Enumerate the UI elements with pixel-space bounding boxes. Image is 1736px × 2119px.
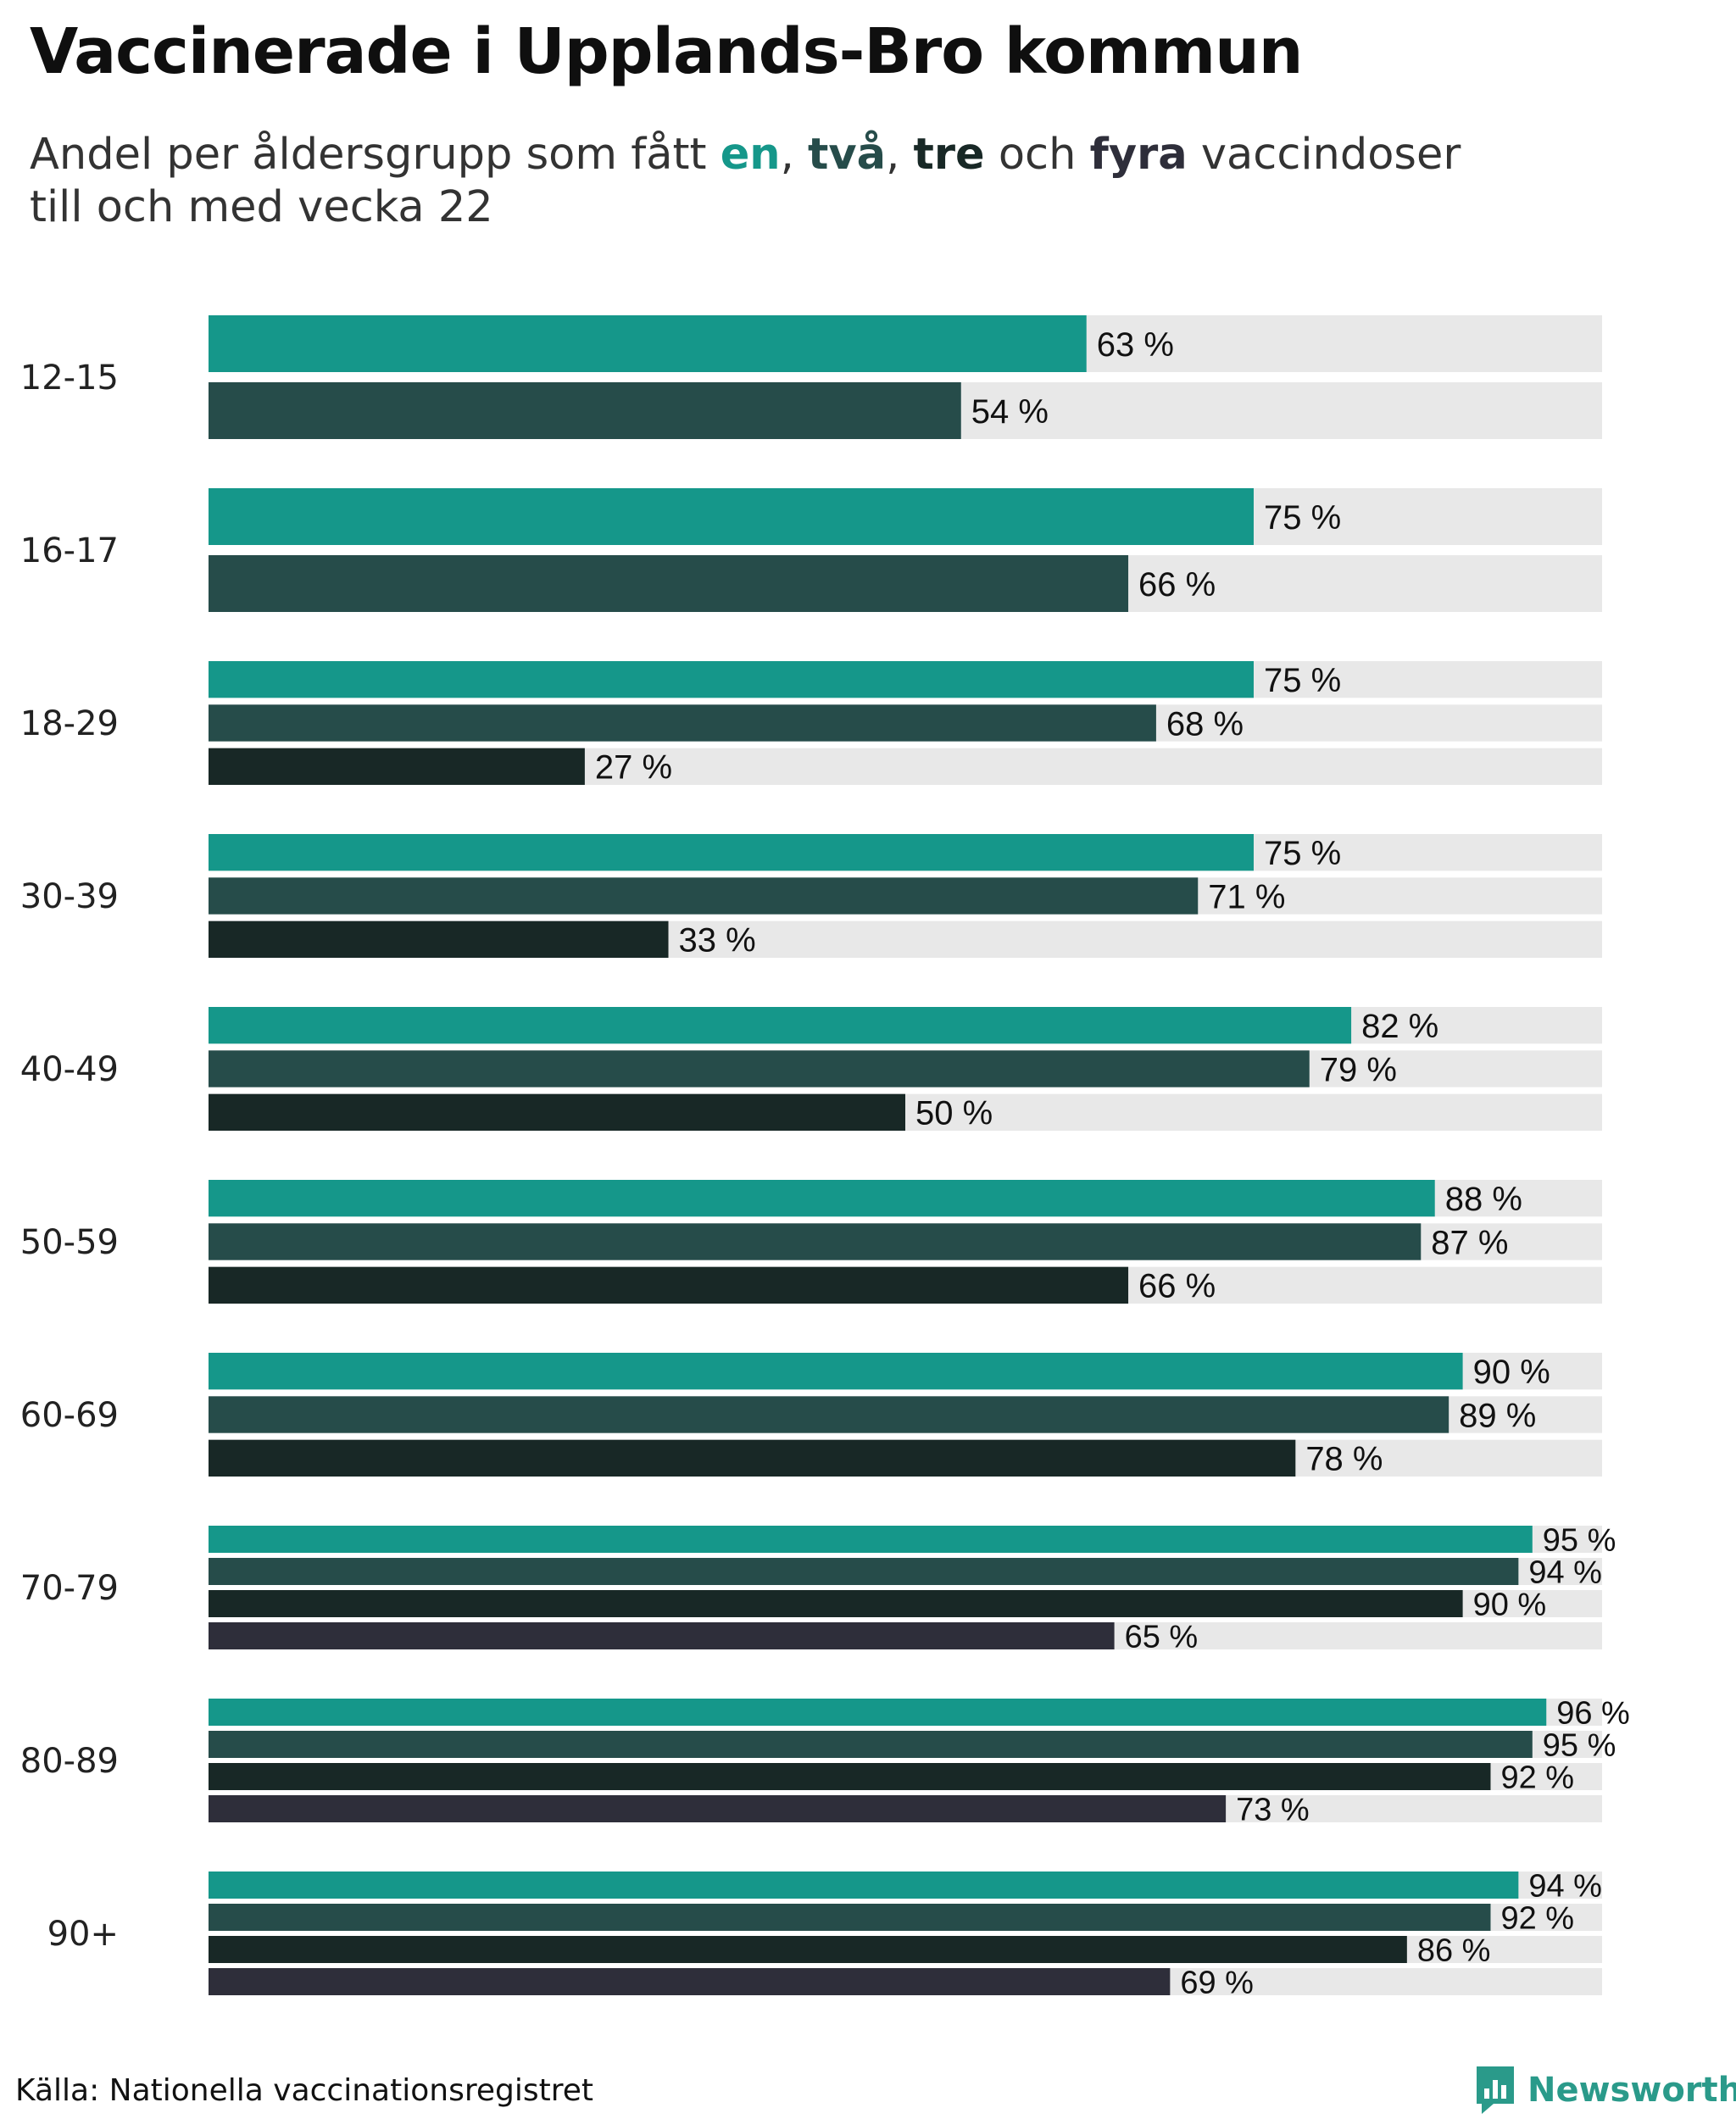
data-label: 94 % [1528,1555,1602,1591]
category-label: 40-49 [20,1050,119,1089]
data-label: 87 % [1431,1224,1508,1261]
subtitle-sep3: och [984,130,1090,180]
subtitle-line2: till och med vecka 22 [30,182,493,232]
category-label: 90+ [47,1915,119,1954]
data-label: 50 % [915,1095,993,1132]
subtitle-sep1: , [780,130,809,180]
data-label: 71 % [1208,878,1285,915]
data-label: 63 % [1097,326,1174,364]
data-label: 75 % [1264,499,1341,537]
bar-två [209,1050,1310,1087]
bar-tre [209,920,669,958]
data-label: 86 % [1417,1933,1491,1969]
category-label: 60-69 [20,1396,119,1435]
bar-två [209,1731,1533,1758]
data-label: 88 % [1445,1181,1522,1218]
chart-subtitle: Andel per åldersgrupp som fått en, två, … [30,129,1555,234]
bar-tre [209,1093,905,1131]
bar-en [209,661,1254,698]
subtitle-suffix: vaccindoser [1187,130,1461,180]
bar-en [209,1872,1519,1899]
newsworthy-logo-icon [1477,2066,1514,2114]
data-label: 66 % [1138,1268,1216,1305]
data-label: 33 % [679,922,756,959]
data-label: 95 % [1543,1728,1616,1764]
category-label: 80-89 [20,1742,119,1781]
data-label: 78 % [1305,1441,1383,1478]
data-label: 54 % [971,393,1049,431]
category-label: 30-39 [20,877,119,916]
data-label: 92 % [1500,1760,1574,1796]
category-label: 50-59 [20,1223,119,1262]
chart-title: Vaccinerade i Upplands-Bro kommun [30,15,1303,88]
subtitle-prefix: Andel per åldersgrupp som fått [30,130,721,180]
bar-fyra [209,1968,1171,1995]
bar-en [209,1699,1547,1726]
bar-två [209,704,1156,742]
bar-tre [209,1763,1491,1790]
bar-två [209,1396,1449,1433]
bar-en [209,315,1087,372]
bar-chart: 12-15 63 % 54 % 16-17 75 % 66 % 18-29 75 % 68 % 2… [20,315,1630,2001]
bar-en [209,1526,1533,1553]
data-label: 90 % [1473,1354,1550,1391]
bar-två [209,1223,1422,1260]
category-label: 16-17 [20,531,119,570]
data-label: 96 % [1556,1696,1630,1732]
bar-en [209,1353,1463,1390]
bar-en [209,834,1254,871]
category-label: 18-29 [20,704,119,743]
data-label: 75 % [1264,662,1341,699]
category-label: 12-15 [20,359,119,398]
bar-fyra [209,1795,1227,1822]
data-label: 90 % [1473,1588,1547,1623]
source-note: Källa: Nationella vaccinationsregistret [15,2073,593,2108]
data-label: 73 % [1236,1793,1310,1828]
legend-dose4: fyra [1089,130,1188,180]
legend-dose1: en [720,130,781,180]
data-label: 92 % [1500,1901,1574,1937]
data-label: 69 % [1180,1966,1254,2001]
data-label: 66 % [1138,566,1216,603]
data-label: 79 % [1320,1051,1397,1088]
legend-dose3: tre [913,130,985,180]
data-label: 27 % [595,749,672,787]
bar-tre [209,1936,1407,1963]
bar-tre [209,1439,1296,1477]
brand-name: Newsworthy [1527,2071,1736,2110]
bar-fyra [209,1622,1115,1649]
bar-tre [209,1266,1129,1304]
brand-logo: Newsworthy [1475,2062,1736,2118]
data-label: 82 % [1361,1008,1438,1045]
bar-en [209,1007,1352,1044]
bar-två [209,1558,1519,1585]
bar-två [209,877,1199,915]
bar-tre [209,1590,1463,1617]
bar-en [209,1180,1435,1217]
bar-två [209,382,961,439]
data-label: 75 % [1264,835,1341,872]
subtitle-sep2: , [886,130,914,180]
data-label: 89 % [1459,1397,1536,1434]
category-label: 70-79 [20,1569,119,1608]
data-label: 95 % [1543,1523,1616,1559]
data-label: 94 % [1528,1869,1602,1905]
bar-två [209,555,1129,612]
legend-dose2: två [808,130,887,180]
data-label: 68 % [1166,705,1244,742]
bar-två [209,1904,1491,1931]
bar-tre [209,748,585,785]
data-label: 65 % [1125,1620,1199,1655]
bar-en [209,488,1254,545]
